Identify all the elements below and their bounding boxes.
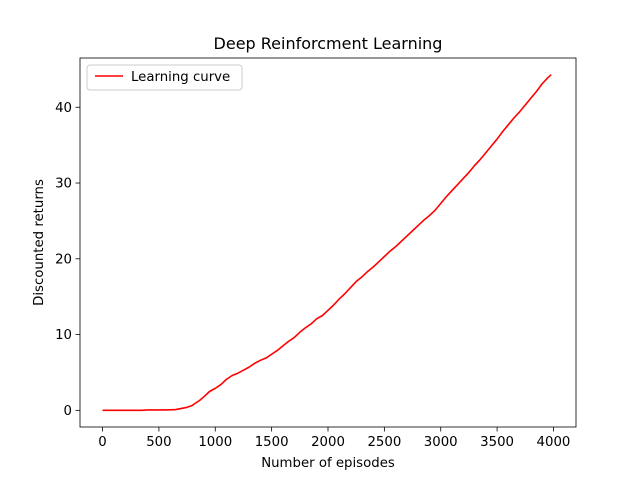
y-tick-label: 40 [55, 101, 72, 116]
x-tick-label: 3000 [424, 435, 458, 450]
legend-box [86, 64, 243, 91]
legend: Learning curve [86, 64, 243, 91]
series-line-learning-curve [102, 74, 552, 412]
series-layer [102, 74, 552, 412]
x-tick-label: 3500 [480, 435, 514, 450]
x-tick-label: 2000 [311, 435, 345, 450]
y-axis-label: Discounted returns [32, 179, 47, 306]
legend-label: Learning curve [131, 70, 230, 85]
y-tick-label: 20 [55, 252, 72, 267]
x-tick-label: 1500 [255, 435, 289, 450]
x-tick-label: 500 [146, 435, 171, 450]
y-tick-label: 10 [55, 328, 72, 343]
x-tick-label: 2500 [367, 435, 401, 450]
y-axis-ticks: 0 10 20 30 40 [55, 101, 80, 419]
y-tick-label: 0 [64, 404, 72, 419]
x-tick-label: 0 [98, 435, 106, 450]
y-tick-label: 30 [55, 177, 72, 192]
axes-frame [79, 57, 577, 428]
x-axis-label: Number of episodes [261, 456, 395, 471]
x-tick-label: 4000 [537, 435, 571, 450]
x-tick-label: 1000 [198, 435, 232, 450]
chart-title: Deep Reinforcment Learning [214, 34, 443, 53]
x-axis-ticks: 0 500 1000 1500 2000 2500 3000 3500 4000 [98, 427, 570, 450]
